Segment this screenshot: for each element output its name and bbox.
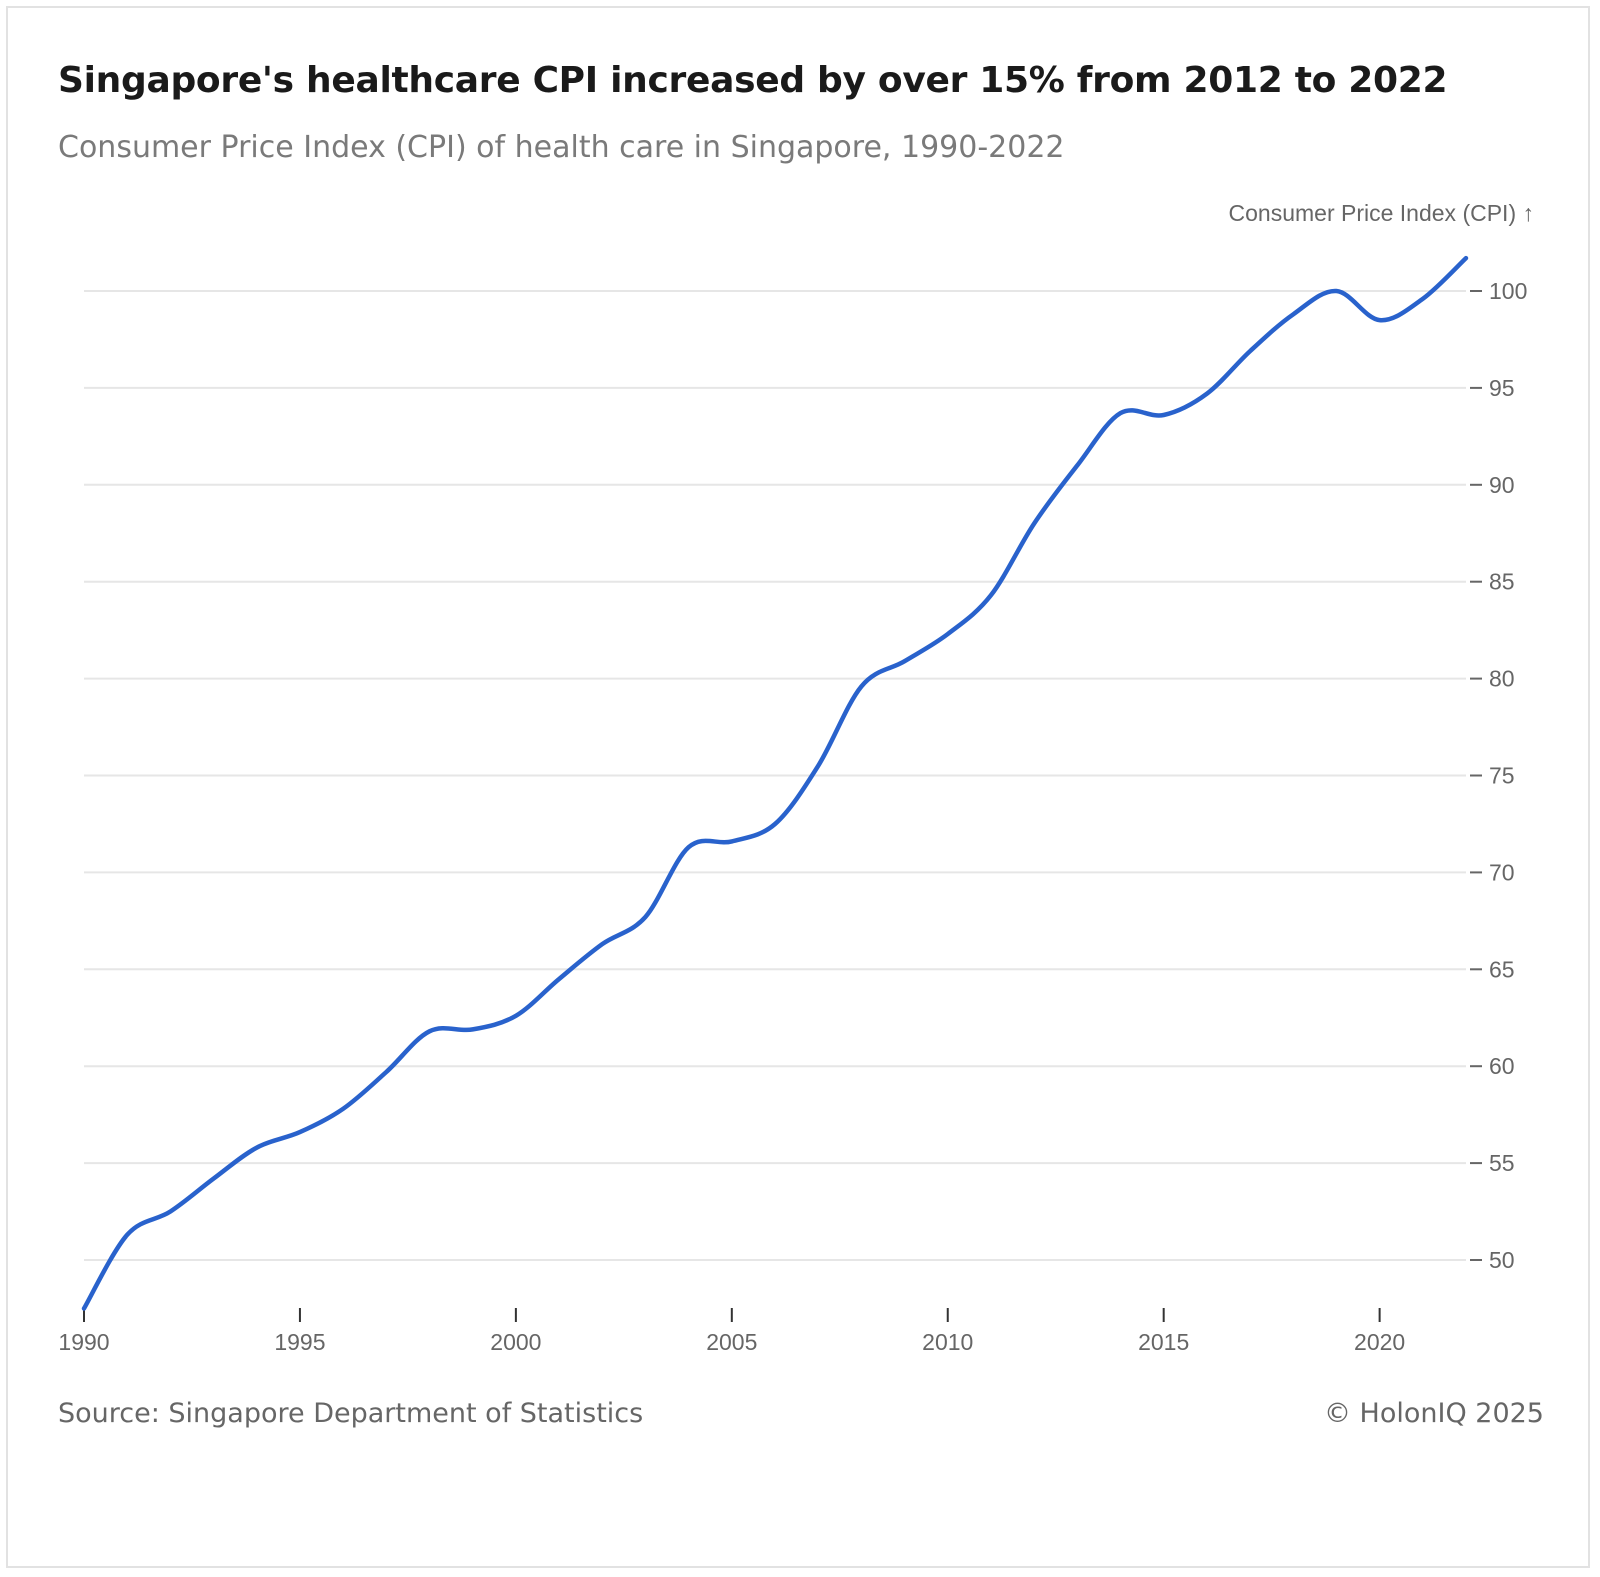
copyright-note: © HolonIQ 2025 [1323,1398,1544,1429]
x-tick-label: 1990 [58,1329,109,1355]
y-axis-title: Consumer Price Index (CPI) ↑ [1229,200,1534,226]
chart-subtitle: Consumer Price Index (CPI) of health car… [58,130,1065,165]
y-tick-label: 55 [1489,1150,1515,1176]
source-note: Source: Singapore Department of Statisti… [58,1398,644,1429]
y-tick-label: 70 [1489,859,1515,885]
x-tick-label: 1995 [274,1329,325,1355]
y-tick-label: 90 [1489,472,1515,498]
y-tick-label: 100 [1489,278,1527,304]
y-tick-label: 80 [1489,666,1515,692]
y-tick-label: 65 [1489,956,1515,982]
y-tick-label: 85 [1489,569,1515,595]
y-tick-label: 50 [1489,1247,1515,1273]
x-tick-label: 2005 [706,1329,757,1355]
chart-frame [6,6,1590,1568]
series-line-healthcare-cpi [81,255,1469,1311]
x-tick-label: 2010 [922,1329,973,1355]
y-tick-label: 95 [1489,375,1515,401]
x-axis: 1990 1995 2000 2005 2010 2015 2020 [58,1308,1405,1355]
y-tick-label: 75 [1489,763,1515,789]
chart-title: Singapore's healthcare CPI increased by … [58,60,1448,101]
x-tick-label: 2020 [1354,1329,1405,1355]
x-tick-label: 2000 [490,1329,541,1355]
y-tick-label: 60 [1489,1053,1515,1079]
x-tick-label: 2015 [1138,1329,1189,1355]
grid-lines [84,290,1466,1261]
y-axis: 50 55 60 65 70 75 80 85 90 95 100 [1470,278,1527,1273]
